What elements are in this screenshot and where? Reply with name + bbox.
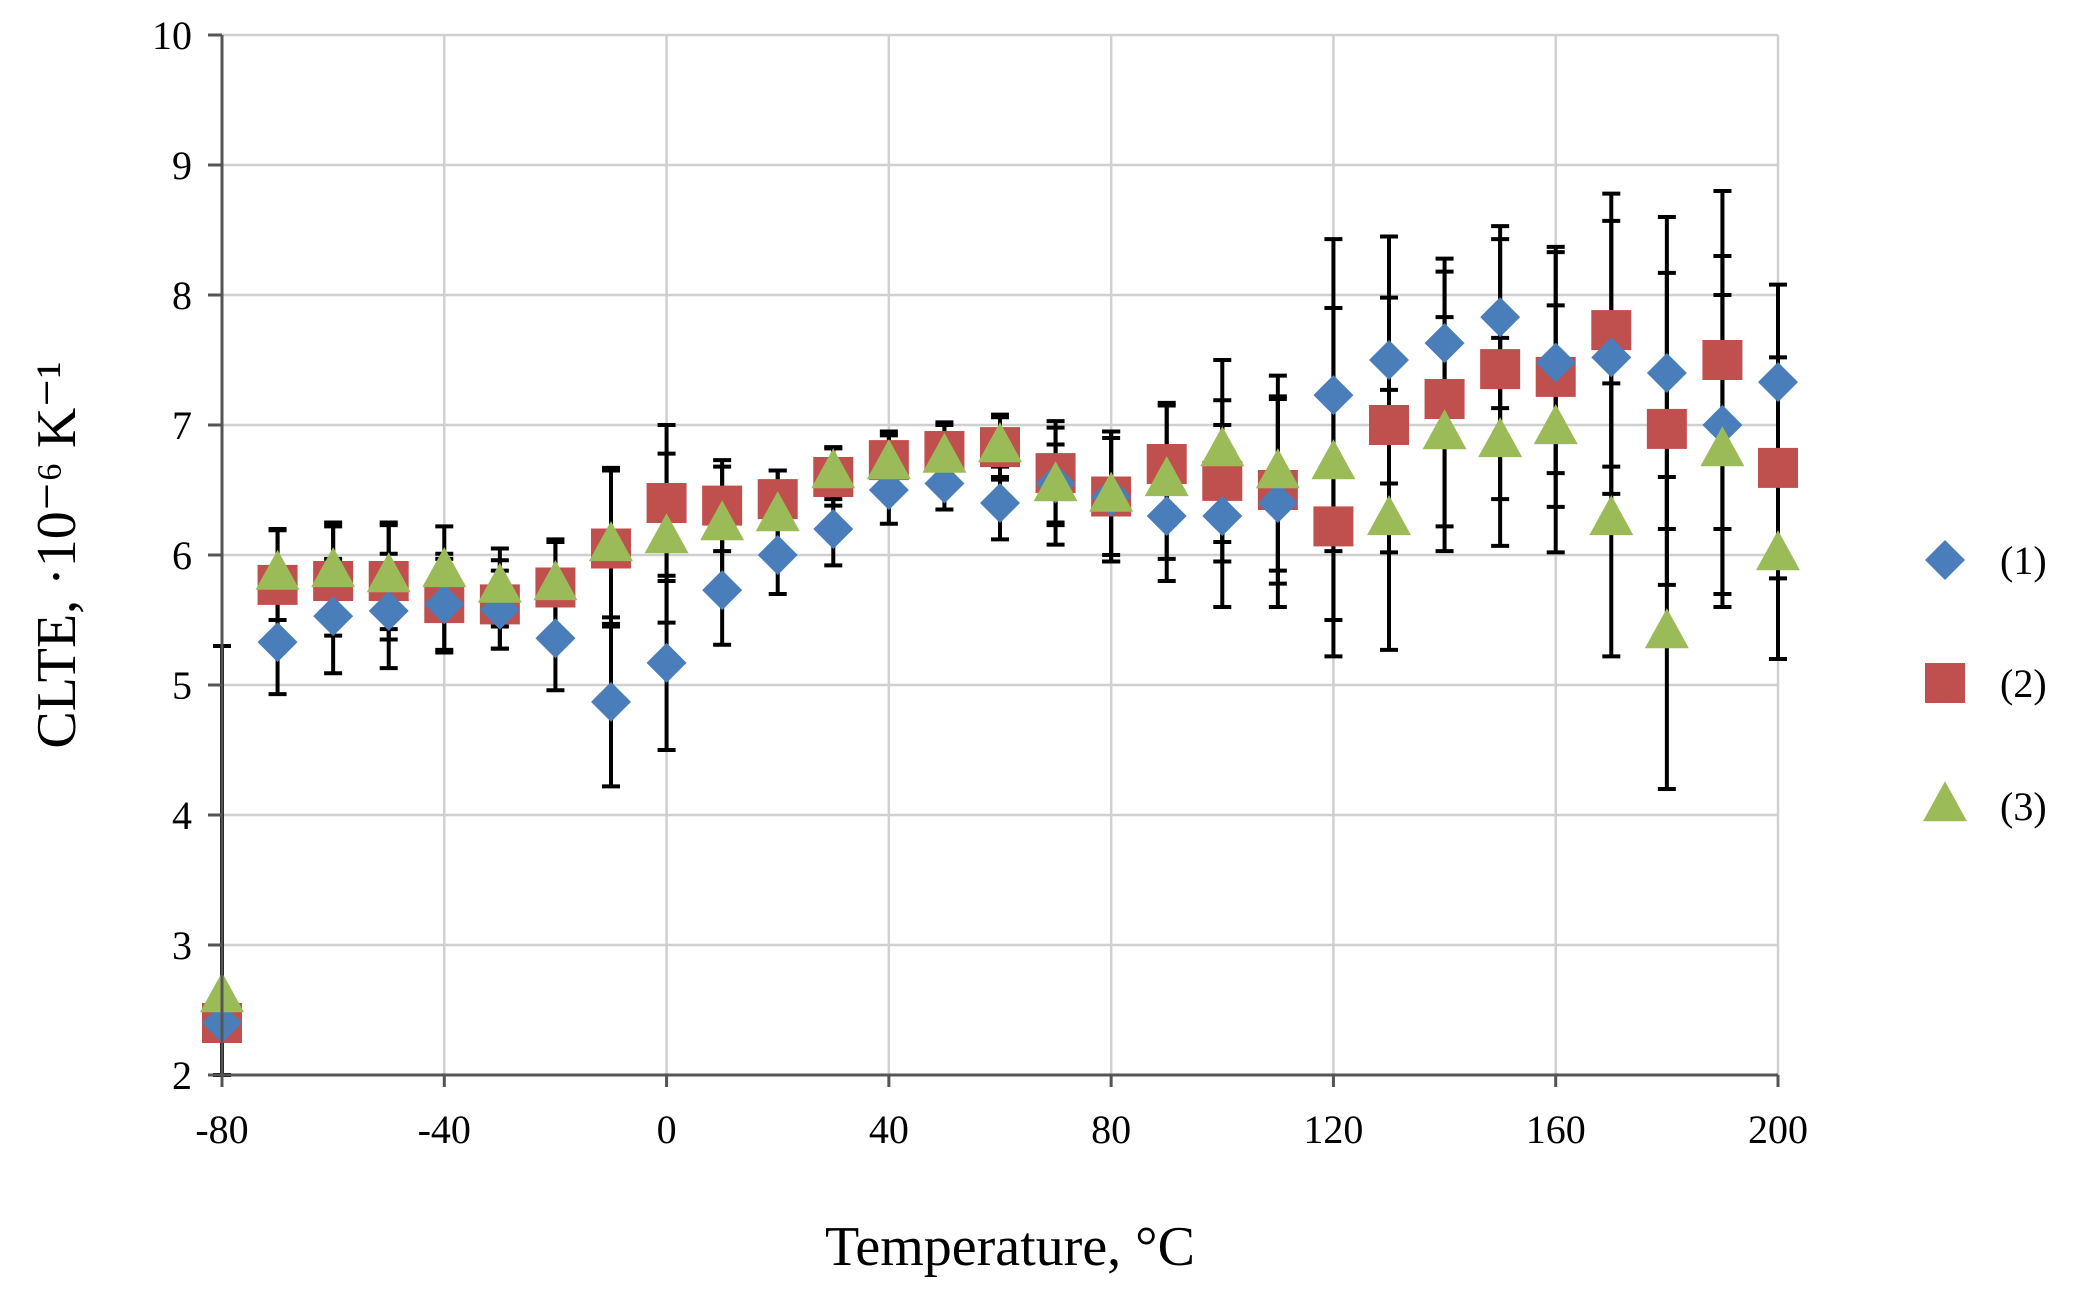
data-markers (200, 297, 1800, 1043)
y-tick-label: 9 (172, 143, 192, 188)
data-point-series-3 (1255, 448, 1300, 489)
data-point-series-3 (533, 560, 578, 601)
x-axis-title: Temperature, °C (825, 1216, 1195, 1278)
data-point-series-3 (811, 448, 856, 489)
data-point-series-1 (702, 570, 743, 611)
y-tick-label: 10 (152, 13, 192, 58)
x-tick-label: -80 (195, 1107, 248, 1152)
data-point-series-2 (1758, 447, 1798, 488)
data-point-series-3 (1644, 608, 1689, 649)
data-point-series-3 (589, 521, 633, 562)
x-tick-label: 160 (1526, 1107, 1586, 1152)
data-point-series-2 (1480, 349, 1521, 390)
legend-entry-2: (2) (1925, 661, 2047, 706)
y-tick-label: 2 (172, 1053, 192, 1098)
y-tick-label: 3 (172, 923, 192, 968)
legend-marker-square (1925, 663, 1965, 703)
data-point-series-3 (1700, 426, 1745, 467)
data-point-series-3 (1089, 471, 1134, 512)
axes (208, 33, 1780, 1087)
data-point-series-3 (922, 432, 967, 473)
grid (220, 33, 1780, 1077)
data-point-series-1 (757, 535, 798, 575)
data-point-series-3 (755, 491, 800, 532)
legend-label: (2) (2000, 661, 2047, 706)
data-point-series-1 (313, 596, 354, 637)
legend-marker-triangle (1923, 781, 1967, 822)
data-point-series-3 (255, 549, 300, 590)
data-point-series-3 (1589, 495, 1634, 536)
data-point-series-3 (311, 547, 356, 588)
data-point-series-2 (1202, 460, 1243, 501)
legend-label: (1) (2000, 538, 2047, 583)
x-tick-label: 200 (1748, 1107, 1808, 1152)
data-point-series-2 (1313, 506, 1354, 547)
error-bars (213, 189, 1787, 1077)
data-point-series-1 (1146, 496, 1187, 536)
x-tick-label: 40 (869, 1107, 909, 1152)
data-point-series-1 (1369, 340, 1409, 380)
data-point-series-1 (868, 470, 909, 510)
data-point-series-1 (980, 483, 1020, 523)
legend-entry-3: (3) (1923, 781, 2047, 829)
data-point-series-1 (1313, 375, 1354, 416)
data-point-series-1 (924, 463, 965, 504)
data-point-series-3 (866, 439, 911, 480)
data-point-series-1 (1758, 362, 1798, 403)
data-point-series-3 (366, 552, 411, 593)
data-point-series-1 (1591, 337, 1632, 378)
data-point-series-1 (1202, 496, 1243, 536)
data-point-series-3 (1033, 461, 1078, 502)
legend: (1) (2) (3) (1923, 538, 2047, 829)
data-point-series-1 (1535, 342, 1576, 383)
data-point-series-1 (646, 642, 687, 683)
legend-label: (3) (2000, 784, 2047, 829)
y-tick-label: 5 (172, 663, 192, 708)
legend-marker-diamond (1925, 540, 1965, 580)
data-point-series-3 (1367, 495, 1411, 536)
data-point-series-1 (368, 590, 409, 631)
data-point-series-1 (1646, 353, 1687, 393)
data-point-series-1 (257, 622, 298, 663)
data-point-series-3 (1756, 530, 1800, 571)
data-point-series-3 (477, 562, 522, 603)
data-point-series-3 (422, 547, 467, 588)
data-point-series-1 (1257, 483, 1298, 523)
y-tick-label: 6 (172, 533, 192, 578)
data-point-series-1 (1424, 323, 1465, 364)
data-point-series-1 (813, 509, 854, 549)
data-point-series-3 (1533, 404, 1578, 445)
data-point-series-2 (1702, 340, 1743, 380)
data-point-series-3 (1144, 456, 1189, 497)
data-point-series-3 (1311, 439, 1356, 480)
data-point-series-1 (424, 584, 465, 625)
tick-labels: 2 3 4 5 6 7 8 9 10 -80 -40 0 40 80 120 160 200 (152, 13, 1808, 1152)
data-point-series-3 (1478, 417, 1523, 458)
data-point-series-1 (535, 618, 576, 659)
x-tick-label: 80 (1091, 1107, 1131, 1152)
data-point-series-3 (1200, 426, 1245, 467)
y-tick-label: 4 (172, 793, 192, 838)
data-point-series-2 (1646, 408, 1687, 449)
data-point-series-3 (644, 513, 689, 554)
x-tick-label: 120 (1303, 1107, 1363, 1152)
data-point-series-3 (1422, 409, 1467, 450)
y-tick-label: 8 (172, 273, 192, 318)
data-point-series-2 (1369, 405, 1409, 445)
x-tick-label: -40 (418, 1107, 471, 1152)
y-axis-title: CLTE, ·10⁻⁶ K⁻¹ (26, 361, 88, 748)
y-tick-label: 7 (172, 403, 192, 448)
x-tick-label: 0 (657, 1107, 677, 1152)
data-point-series-1 (591, 681, 631, 722)
data-point-series-1 (1702, 405, 1743, 445)
data-point-series-3 (700, 500, 745, 541)
data-point-series-1 (1480, 297, 1521, 338)
legend-entry-1: (1) (1925, 538, 2047, 583)
data-point-series-3 (978, 422, 1022, 463)
